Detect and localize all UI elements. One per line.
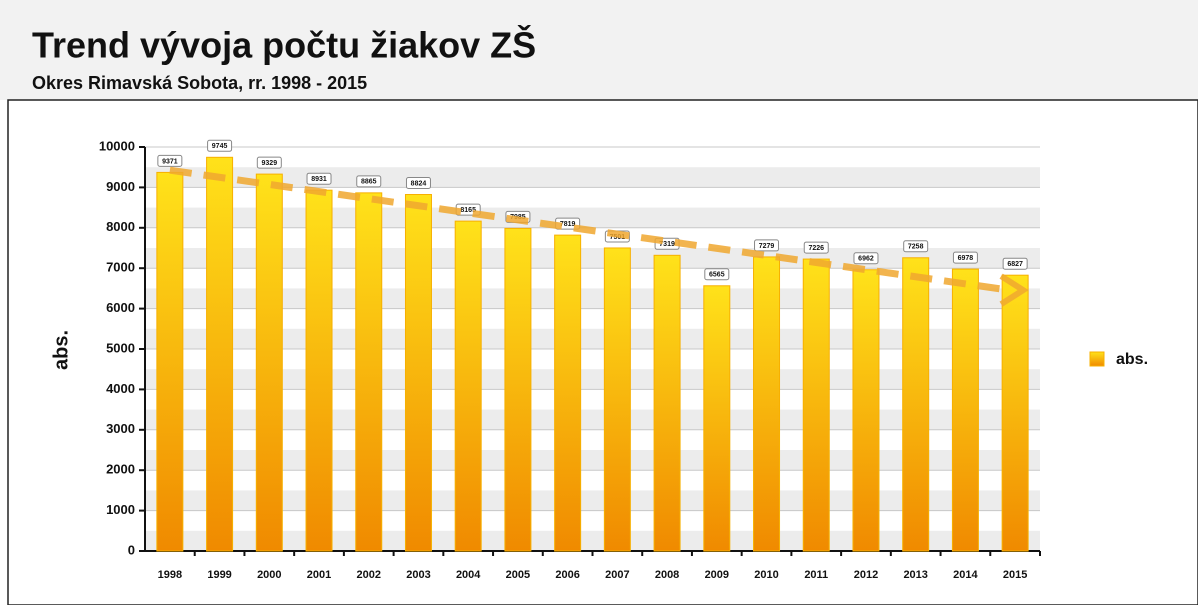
value-label: 8165 [460, 207, 476, 214]
x-tick-label: 2013 [903, 569, 927, 581]
x-tick-label: 2003 [406, 569, 430, 581]
x-tick-label: 2001 [307, 569, 331, 581]
legend-label: abs. [1116, 351, 1148, 368]
x-tick-label: 2015 [1003, 569, 1027, 581]
x-tick-label: 2004 [456, 569, 481, 581]
y-tick-label: 5000 [106, 340, 135, 355]
x-tick-label: 2010 [754, 569, 778, 581]
value-label: 6827 [1007, 261, 1023, 268]
y-tick-label: 2000 [106, 462, 135, 477]
x-tick-label: 1999 [207, 569, 231, 581]
legend-swatch [1089, 351, 1105, 367]
x-tick-label: 2007 [605, 569, 629, 581]
y-tick-label: 8000 [106, 219, 135, 234]
bar [653, 254, 681, 552]
x-tick-label: 2011 [804, 569, 828, 581]
bar [206, 156, 234, 552]
bar [156, 171, 184, 552]
value-label-box [803, 241, 829, 254]
x-tick-label: 2009 [705, 569, 729, 581]
y-tick-label: 3000 [106, 421, 135, 436]
bar [404, 194, 432, 552]
y-tick-label: 7000 [106, 260, 135, 275]
value-label: 9329 [262, 160, 278, 167]
bar [603, 247, 631, 552]
y-tick-label: 9000 [106, 179, 135, 194]
value-label-box [306, 172, 332, 185]
y-tick-label: 4000 [106, 381, 135, 396]
bar [355, 192, 383, 552]
bar [802, 258, 830, 552]
bar [1001, 274, 1029, 552]
x-tick-label: 2008 [655, 569, 679, 581]
value-label: 8931 [311, 176, 327, 183]
bar [305, 189, 333, 552]
bar [951, 268, 979, 552]
bar [703, 285, 731, 552]
value-label-box [356, 175, 382, 188]
value-label-box [903, 240, 929, 253]
value-label-box [157, 154, 183, 167]
x-tick-label: 2002 [357, 569, 381, 581]
x-tick-label: 2005 [506, 569, 530, 581]
value-label: 8865 [361, 179, 377, 186]
value-label: 7279 [759, 243, 775, 250]
bar [554, 234, 582, 552]
value-label-box [952, 251, 978, 264]
value-label: 7226 [808, 245, 824, 252]
y-tick-label: 0 [128, 542, 135, 557]
bar [255, 173, 283, 552]
bar [902, 257, 930, 552]
value-label: 7258 [908, 244, 924, 251]
value-label-box [704, 268, 730, 281]
chart-subtitle: Okres Rimavská Sobota, rr. 1998 - 2015 [32, 73, 367, 93]
trend-arrow [999, 273, 1029, 307]
value-label-box [1002, 257, 1028, 270]
value-label: 9371 [162, 158, 178, 165]
value-label: 6565 [709, 272, 725, 279]
value-label: 9745 [212, 143, 228, 150]
value-label: 6962 [858, 256, 874, 263]
y-tick-label: 6000 [106, 300, 135, 315]
trend-line [169, 166, 1010, 294]
value-label-box [754, 239, 780, 252]
value-label-box [853, 252, 879, 265]
value-label-box [256, 156, 282, 169]
header [0, 0, 1198, 100]
y-axis-label: abs. [50, 330, 72, 370]
x-tick-label: 2012 [854, 569, 878, 581]
x-tick-label: 2014 [953, 569, 978, 581]
value-label: 7319 [659, 241, 675, 248]
value-label-box [405, 177, 431, 190]
value-label: 7819 [560, 221, 576, 228]
x-tick-label: 2006 [555, 569, 579, 581]
bar [454, 220, 482, 552]
bar [852, 269, 880, 552]
value-label-box [207, 139, 233, 152]
x-tick-label: 1998 [158, 569, 182, 581]
bar [753, 256, 781, 552]
y-tick-label: 10000 [99, 138, 135, 153]
value-label: 6978 [958, 255, 974, 262]
x-tick-label: 2000 [257, 569, 281, 581]
bar [504, 227, 532, 552]
chart-title: Trend vývoja počtu žiakov ZŠ [32, 24, 536, 66]
value-label: 8824 [411, 180, 427, 187]
y-tick-label: 1000 [106, 502, 135, 517]
